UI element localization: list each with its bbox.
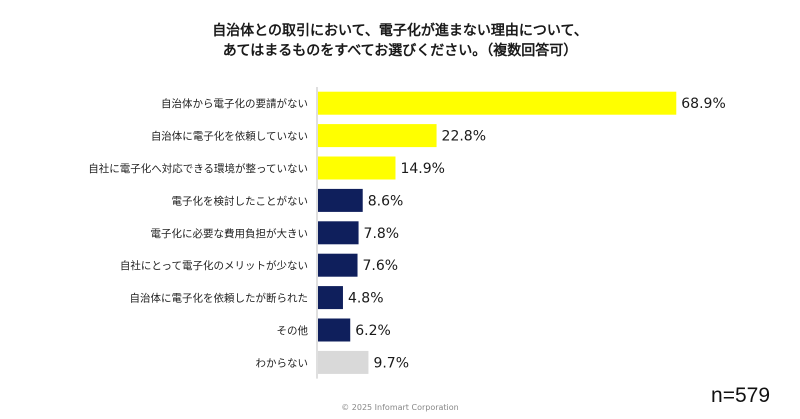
value-label: 8.6% [368, 193, 404, 209]
copyright-notice: © 2025 Infomart Corporation [341, 403, 459, 412]
bar [318, 188, 363, 212]
category-label: わからない [256, 357, 309, 369]
value-label: 4.8% [348, 291, 384, 307]
value-label: 9.7% [373, 355, 409, 371]
bar [318, 286, 343, 310]
sample-size: n=579 [711, 384, 770, 407]
category-label: 自治体に電子化を依頼していない [151, 130, 308, 143]
category-label: 自社に電子化へ対応できる環境が整っていない [88, 162, 308, 175]
bar [318, 91, 677, 115]
category-label: 自治体に電子化を依頼したが断られた [130, 292, 309, 305]
value-label: 7.8% [364, 226, 400, 242]
bar [318, 350, 369, 374]
category-label: 自治体から電子化の要請がない [161, 97, 308, 110]
chart-title-line-1: 自治体との取引において、電子化が進まない理由について、 [212, 23, 588, 39]
category-label: 電子化を検討したことがない [172, 194, 309, 207]
bar [318, 318, 351, 342]
bar [318, 156, 396, 180]
value-label: 6.2% [355, 323, 391, 339]
value-label: 22.8% [442, 129, 486, 145]
category-label: 電子化に必要な費用負担が大きい [151, 227, 309, 240]
value-label: 68.9% [681, 96, 725, 112]
value-label: 7.6% [363, 258, 399, 274]
value-label: 14.9% [400, 161, 444, 177]
bar [318, 124, 437, 148]
category-label: 自社にとって電子化のメリットが少ない [120, 259, 308, 272]
chart-title-line-2: あてはまるものをすべてお選びください。（複数回答可） [222, 43, 578, 59]
category-label: その他 [277, 324, 309, 337]
bar [318, 221, 359, 245]
bar [318, 253, 358, 277]
